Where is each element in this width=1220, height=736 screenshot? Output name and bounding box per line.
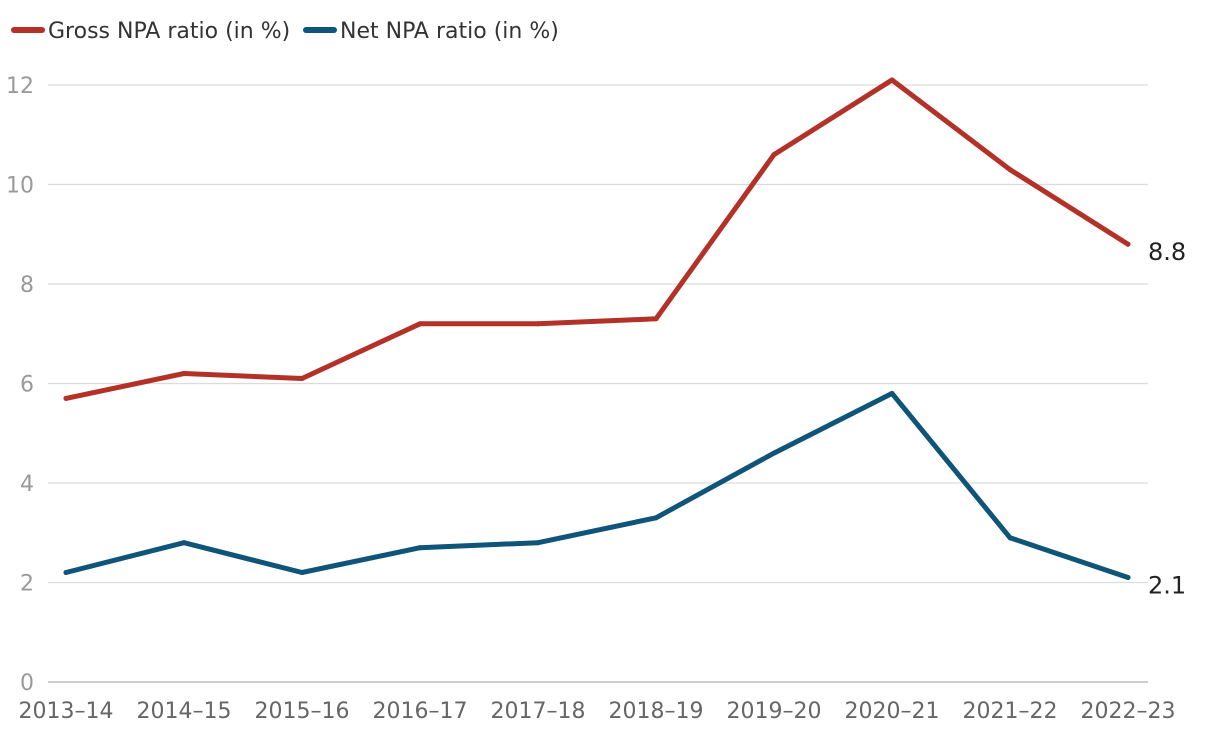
data-point xyxy=(653,515,659,521)
data-point xyxy=(1125,575,1131,581)
gridlines xyxy=(48,84,1148,683)
y-tick-label: 10 xyxy=(6,174,34,199)
x-axis-ticks: 2013–14 2014–15 2015–16 2016–17 2017–18 2018–… xyxy=(19,699,1176,724)
data-point xyxy=(1125,241,1131,247)
y-tick-label: 2 xyxy=(20,572,34,597)
y-tick-label: 6 xyxy=(20,373,34,398)
data-point xyxy=(299,570,305,576)
data-point xyxy=(771,152,777,158)
end-labels: 8.8 2.1 xyxy=(1148,238,1186,599)
legend-label-net-npa: Net NPA ratio (in %) xyxy=(340,19,559,44)
data-point xyxy=(889,77,895,83)
y-tick-label: 0 xyxy=(20,671,34,696)
series-line-gross-npa xyxy=(63,77,1131,401)
data-point xyxy=(535,540,541,546)
x-tick-label: 2013–14 xyxy=(19,699,114,724)
x-tick-label: 2017–18 xyxy=(491,699,586,724)
data-point xyxy=(1007,535,1013,541)
data-point xyxy=(299,376,305,382)
legend-label-gross-npa: Gross NPA ratio (in %) xyxy=(48,19,290,44)
series-line-net-npa xyxy=(63,390,1131,580)
x-tick-label: 2018–19 xyxy=(609,699,704,724)
data-point xyxy=(1007,167,1013,173)
y-axis-ticks: 0 2 4 6 8 10 12 xyxy=(6,74,34,696)
y-tick-label: 12 xyxy=(6,74,34,99)
data-point xyxy=(417,321,423,327)
legend-item-gross-npa: Gross NPA ratio (in %) xyxy=(11,19,290,44)
data-point xyxy=(181,371,187,377)
data-point xyxy=(63,395,69,401)
data-point xyxy=(181,540,187,546)
x-tick-label: 2014–15 xyxy=(137,699,232,724)
data-point xyxy=(653,316,659,322)
data-point xyxy=(535,321,541,327)
x-tick-label: 2016–17 xyxy=(373,699,468,724)
data-point xyxy=(889,390,895,396)
data-point xyxy=(63,570,69,576)
data-point xyxy=(417,545,423,551)
x-tick-label: 2015–16 xyxy=(255,699,350,724)
series-lines xyxy=(63,77,1131,581)
x-tick-label: 2020–21 xyxy=(845,699,940,724)
y-tick-label: 8 xyxy=(20,273,34,298)
data-point xyxy=(771,450,777,456)
legend-item-net-npa: Net NPA ratio (in %) xyxy=(303,19,559,44)
x-tick-label: 2019–20 xyxy=(727,699,822,724)
end-label-net-npa: 2.1 xyxy=(1148,572,1186,600)
legend: Gross NPA ratio (in %) Net NPA ratio (in… xyxy=(11,19,559,44)
end-label-gross-npa: 8.8 xyxy=(1148,238,1186,266)
x-tick-label: 2021–22 xyxy=(963,699,1058,724)
y-tick-label: 4 xyxy=(20,472,34,497)
x-tick-label: 2022–23 xyxy=(1081,699,1176,724)
